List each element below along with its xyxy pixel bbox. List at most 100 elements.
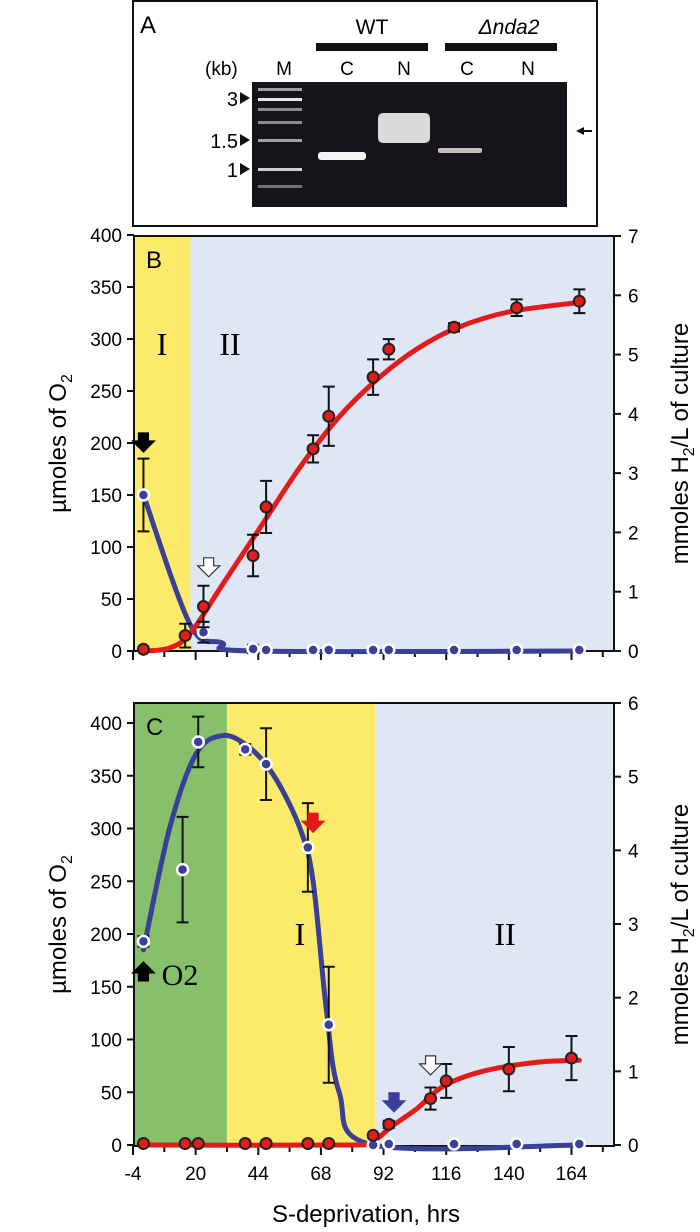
y-tick-label: 200	[90, 925, 122, 946]
y-axis-label: µmoles of O2	[45, 374, 76, 513]
y-tick-label: 100	[90, 538, 122, 559]
y-tick-label: 250	[90, 872, 122, 893]
wt-n-band	[378, 113, 430, 143]
y2-tick-label: 5	[628, 346, 639, 367]
h2-data-point	[424, 1092, 438, 1106]
arrow-down-icon	[381, 1092, 407, 1113]
h2-data-point	[322, 1137, 336, 1151]
y-tick-label: 250	[90, 382, 122, 403]
y-tick-label: 150	[90, 978, 122, 999]
h2-data-point	[178, 1137, 192, 1151]
h2-data-point	[564, 1051, 578, 1065]
y2-axis-label: mmoles H2/L of culture	[667, 323, 698, 564]
o2-data-point	[366, 643, 380, 657]
lane-label: C	[460, 59, 474, 80]
h2-data-point	[136, 642, 150, 656]
y2-tick-label: 5	[628, 768, 639, 789]
o2-data-point	[509, 1137, 524, 1151]
h2-data-point	[306, 442, 320, 456]
o2-data-point	[196, 625, 211, 640]
marker-size-label: 1	[227, 160, 238, 182]
o2-data-point	[238, 742, 252, 757]
o2-fit-curve	[140, 492, 582, 655]
y2-tick-label: 4	[628, 841, 639, 862]
o2-data-point	[259, 757, 273, 771]
y2-tick-label: 3	[628, 915, 639, 936]
phase-region	[375, 703, 614, 1146]
wt-bar	[316, 43, 428, 51]
y-tick-label: 0	[111, 642, 122, 663]
marker-size-label: 1.5	[210, 131, 238, 153]
h2-data-point	[510, 301, 524, 315]
y2-tick-label: 0	[628, 1136, 639, 1157]
marker-triangle-icon	[240, 134, 250, 146]
y-tick-label: 0	[111, 1136, 122, 1157]
h2-data-point	[366, 1128, 380, 1142]
y2-tick-label: 4	[628, 405, 639, 426]
o2-data-point	[447, 643, 461, 657]
band-arrow-icon	[576, 127, 592, 135]
y-tick-label: 150	[90, 486, 122, 507]
y2-tick-label: 0	[628, 642, 639, 663]
marker-triangle-icon	[240, 92, 250, 104]
y-tick-label: 400	[90, 714, 122, 735]
h2-data-point	[439, 1074, 453, 1088]
x-tick-label: 68	[310, 1164, 331, 1185]
h2-data-point	[382, 1117, 396, 1131]
phase-label: I	[295, 916, 306, 952]
h2-data-point	[196, 600, 210, 614]
ladder-band	[258, 139, 302, 142]
y-tick-label: 350	[90, 278, 122, 299]
o2-data-point	[246, 642, 260, 656]
panel-label: C	[146, 714, 163, 741]
o2-data-point	[306, 643, 320, 657]
o2-data-point	[509, 643, 524, 657]
y-tick-label: 100	[90, 1031, 122, 1052]
y2-tick-label: 6	[628, 286, 639, 307]
arrow-down-icon	[418, 1055, 443, 1076]
marker-size-label: 3	[227, 89, 238, 111]
h2-data-point	[301, 1137, 315, 1151]
y-tick-label: 50	[101, 590, 122, 611]
y2-tick-label: 3	[628, 464, 639, 485]
o2-fit-curve	[140, 732, 582, 1152]
mutant-c-band	[438, 148, 482, 153]
y-tick-label: 300	[90, 330, 122, 351]
x-tick-label: 44	[248, 1164, 270, 1185]
h2-data-point	[382, 342, 396, 356]
y2-tick-label: 2	[628, 523, 639, 544]
h2-data-point	[502, 1062, 516, 1076]
o2-data-point	[322, 643, 336, 657]
ladder-band	[258, 98, 302, 101]
panel-label: B	[146, 247, 162, 274]
o2-data-point	[447, 1137, 461, 1151]
h2-data-point	[447, 320, 461, 334]
phase-label: II	[494, 916, 515, 952]
x-axis-label: S-deprivation, hrs	[272, 1201, 460, 1228]
y2-tick-label: 2	[628, 989, 639, 1010]
y2-tick-label: 1	[628, 1062, 639, 1083]
o2-data-point	[136, 934, 151, 949]
phase-region	[190, 236, 614, 651]
o2-data-point	[572, 1137, 587, 1151]
x-tick-label: -4	[125, 1164, 142, 1185]
h2-data-point	[178, 629, 192, 643]
o2-data-point	[175, 862, 190, 877]
ladder-band	[258, 121, 302, 124]
y-tick-label: 350	[90, 767, 122, 788]
lane-label: N	[397, 59, 411, 80]
y-tick-label: 50	[101, 1083, 122, 1104]
wt-label: WT	[356, 16, 389, 39]
o2-data-point	[382, 643, 396, 657]
o2-data-point	[382, 1137, 396, 1151]
arrow-down-icon	[130, 432, 156, 453]
phase-label: I	[157, 326, 168, 362]
y-tick-label: 300	[90, 820, 122, 841]
o2-data-point	[259, 643, 273, 657]
mutant-label: Δnda2	[478, 16, 540, 39]
x-tick-label: 92	[373, 1164, 394, 1185]
o2-data-point	[191, 735, 205, 749]
mutant-bar	[445, 43, 557, 51]
